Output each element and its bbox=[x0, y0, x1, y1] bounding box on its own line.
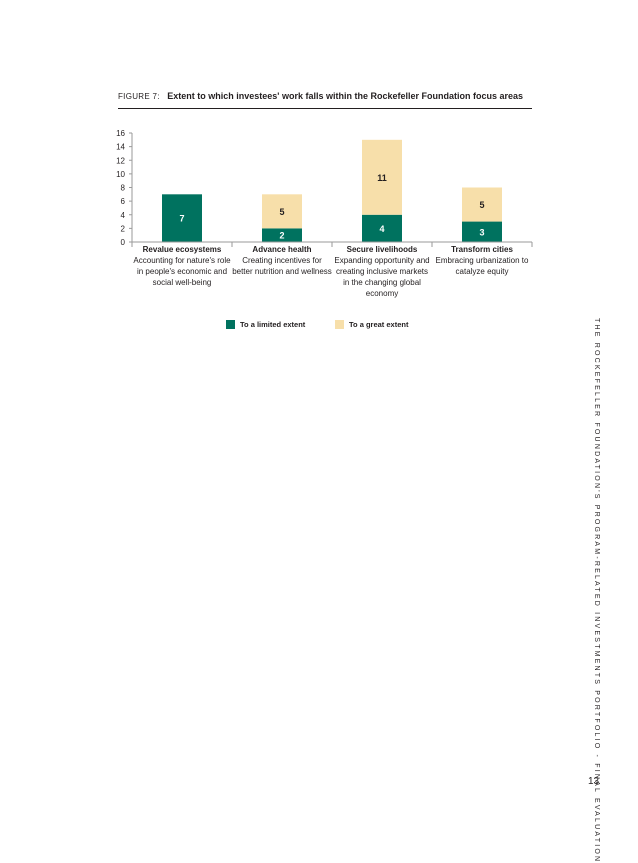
y-tick-label: 16 bbox=[116, 129, 125, 138]
legend-swatch-great bbox=[335, 320, 344, 329]
legend-item-limited: To a limited extent bbox=[226, 320, 305, 329]
bar-segment-great bbox=[262, 194, 302, 229]
y-tick-label: 14 bbox=[116, 143, 125, 152]
y-tick-label: 6 bbox=[121, 197, 126, 206]
bar-value-label: 7 bbox=[179, 214, 184, 224]
bar-segment-great bbox=[462, 187, 502, 222]
category-name: Transform cities bbox=[451, 245, 513, 254]
category-description: Creating incentives for better nutrition… bbox=[232, 256, 332, 276]
bar-value-label: 3 bbox=[479, 227, 484, 237]
running-header-vertical: THE ROCKEFELLER FOUNDATION'S PROGRAM-REL… bbox=[593, 318, 600, 863]
category-label-block: Revalue ecosystems Accounting for nature'… bbox=[132, 244, 232, 288]
y-tick-label: 8 bbox=[121, 184, 126, 193]
y-tick-label: 0 bbox=[121, 238, 126, 247]
stacked-bar-chart: 0 2 4 6 8 10 12 14 16 7 2 5 4 11 3 5 bbox=[116, 129, 533, 247]
bar-segment-great bbox=[362, 139, 402, 215]
legend-label-limited: To a limited extent bbox=[240, 320, 306, 329]
bar-value-label: 5 bbox=[279, 207, 284, 217]
page-number: 13 bbox=[588, 776, 600, 787]
figure-header: FIGURE 7: Extent to which investees' wor… bbox=[118, 86, 532, 109]
bar-segment-limited bbox=[362, 214, 402, 242]
category-name: Revalue ecosystems bbox=[142, 245, 222, 254]
category-description: Accounting for nature's role in people's… bbox=[133, 256, 231, 287]
legend-item-great: To a great extent bbox=[335, 320, 408, 329]
category-name: Advance health bbox=[252, 245, 312, 254]
bar-segment-limited bbox=[262, 228, 302, 242]
figure-label: FIGURE 7: bbox=[118, 92, 160, 101]
category-name: Secure livelihoods bbox=[346, 245, 418, 254]
category-description: Expanding opportunity and creating inclu… bbox=[334, 256, 430, 298]
bar-segment-limited bbox=[462, 221, 502, 242]
legend-label-great: To a great extent bbox=[349, 320, 409, 329]
bar-segment-limited bbox=[162, 194, 202, 242]
category-description: Embracing urbanization to catalyze equit… bbox=[435, 256, 529, 276]
y-tick-label: 10 bbox=[116, 170, 125, 179]
bar-value-label: 2 bbox=[279, 231, 284, 241]
bar-value-label: 5 bbox=[479, 200, 484, 210]
y-tick-label: 4 bbox=[121, 211, 126, 220]
figure-title: Extent to which investees' work falls wi… bbox=[167, 91, 524, 101]
category-label-block: Secure livelihoods Expanding opportunity … bbox=[332, 244, 432, 299]
y-tick-label: 12 bbox=[116, 156, 125, 165]
y-tick-label: 2 bbox=[121, 224, 126, 233]
category-label-block: Transform cities Embracing urbanization t… bbox=[432, 244, 532, 277]
bar-value-label: 11 bbox=[377, 173, 387, 183]
bar-value-label: 4 bbox=[379, 224, 384, 234]
category-label-block: Advance health Creating incentives for be… bbox=[232, 244, 332, 277]
legend-swatch-limited bbox=[226, 320, 235, 329]
